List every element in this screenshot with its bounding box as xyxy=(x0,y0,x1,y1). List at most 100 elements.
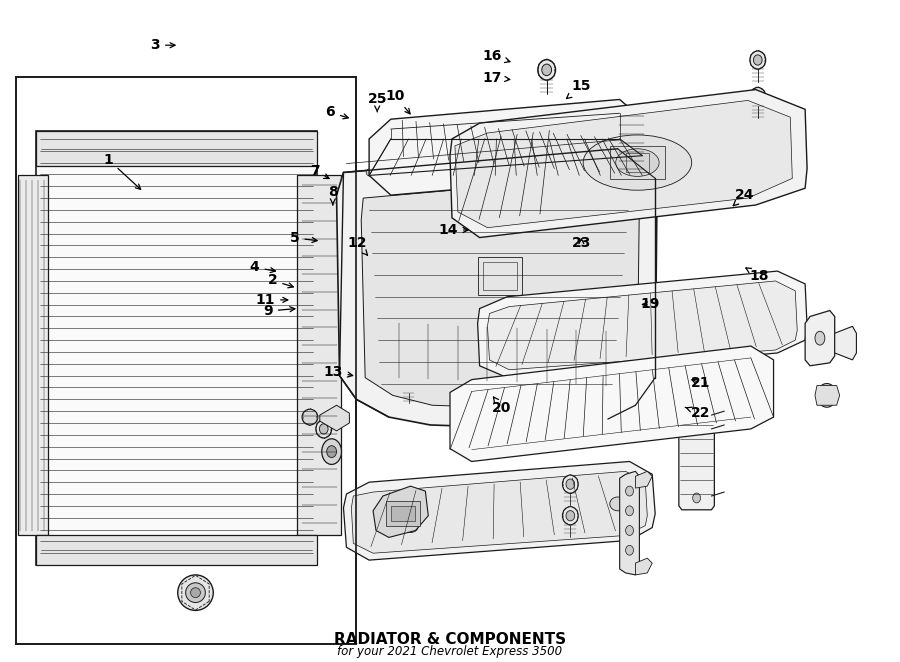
Text: 25: 25 xyxy=(367,93,387,112)
Bar xyxy=(391,506,416,520)
Text: 2: 2 xyxy=(267,273,293,288)
Ellipse shape xyxy=(405,381,412,390)
Ellipse shape xyxy=(320,424,328,434)
Polygon shape xyxy=(337,149,657,427)
Ellipse shape xyxy=(693,493,700,503)
Polygon shape xyxy=(635,558,652,575)
Ellipse shape xyxy=(753,91,762,102)
Text: 23: 23 xyxy=(572,236,591,250)
Bar xyxy=(617,111,645,178)
Text: 15: 15 xyxy=(566,79,591,99)
Ellipse shape xyxy=(626,526,634,536)
Ellipse shape xyxy=(626,156,636,166)
Ellipse shape xyxy=(562,506,578,525)
Bar xyxy=(36,131,317,565)
Ellipse shape xyxy=(366,169,376,176)
Ellipse shape xyxy=(693,422,700,432)
Ellipse shape xyxy=(554,150,563,158)
Text: 7: 7 xyxy=(310,164,329,179)
Text: 22: 22 xyxy=(685,406,710,420)
Ellipse shape xyxy=(626,506,634,516)
Text: 12: 12 xyxy=(347,236,367,256)
Polygon shape xyxy=(344,461,655,560)
Ellipse shape xyxy=(441,161,451,169)
Text: 9: 9 xyxy=(263,304,295,318)
Bar xyxy=(626,153,649,172)
Ellipse shape xyxy=(562,475,578,493)
Text: 21: 21 xyxy=(690,376,710,390)
Ellipse shape xyxy=(316,420,331,438)
Polygon shape xyxy=(620,471,639,575)
Ellipse shape xyxy=(401,377,416,393)
Ellipse shape xyxy=(355,329,365,343)
Ellipse shape xyxy=(542,64,552,75)
Polygon shape xyxy=(488,281,797,370)
Polygon shape xyxy=(450,89,807,238)
Text: 6: 6 xyxy=(325,105,348,119)
Ellipse shape xyxy=(626,545,634,555)
Text: 4: 4 xyxy=(250,260,275,274)
Text: 13: 13 xyxy=(323,365,353,379)
Ellipse shape xyxy=(322,439,341,465)
Ellipse shape xyxy=(403,165,413,173)
Text: 11: 11 xyxy=(256,293,288,307)
Polygon shape xyxy=(36,131,317,166)
Ellipse shape xyxy=(566,510,575,521)
Text: 8: 8 xyxy=(328,185,338,205)
Polygon shape xyxy=(806,310,834,366)
Ellipse shape xyxy=(616,149,659,176)
Ellipse shape xyxy=(822,389,832,401)
Ellipse shape xyxy=(626,486,634,496)
Ellipse shape xyxy=(538,60,555,80)
Text: 19: 19 xyxy=(640,297,660,312)
Text: 18: 18 xyxy=(746,268,769,283)
Polygon shape xyxy=(361,176,639,407)
Polygon shape xyxy=(369,99,643,195)
Bar xyxy=(351,368,374,383)
Text: RADIATOR & COMPONENTS: RADIATOR & COMPONENTS xyxy=(334,632,566,647)
Ellipse shape xyxy=(384,499,398,513)
Ellipse shape xyxy=(566,479,575,489)
Ellipse shape xyxy=(753,55,762,65)
Polygon shape xyxy=(834,326,857,360)
Polygon shape xyxy=(297,175,341,536)
Bar xyxy=(354,370,371,377)
Polygon shape xyxy=(815,385,840,405)
Ellipse shape xyxy=(817,383,837,407)
Bar xyxy=(478,258,522,295)
Bar xyxy=(351,346,374,362)
Text: 14: 14 xyxy=(438,223,468,237)
Ellipse shape xyxy=(583,135,692,190)
Polygon shape xyxy=(36,536,317,565)
Text: 20: 20 xyxy=(491,397,511,414)
Bar xyxy=(482,262,518,290)
Bar xyxy=(347,318,371,354)
Polygon shape xyxy=(679,415,715,510)
Bar xyxy=(610,146,665,179)
Polygon shape xyxy=(320,405,349,431)
Polygon shape xyxy=(351,471,647,553)
Bar xyxy=(386,501,420,526)
Bar xyxy=(354,348,371,356)
Ellipse shape xyxy=(815,331,824,345)
Ellipse shape xyxy=(750,87,766,105)
Ellipse shape xyxy=(377,492,405,520)
Text: 24: 24 xyxy=(734,189,754,206)
Text: 10: 10 xyxy=(385,89,410,114)
Polygon shape xyxy=(18,175,48,536)
Ellipse shape xyxy=(191,588,201,598)
Ellipse shape xyxy=(591,146,601,154)
Polygon shape xyxy=(635,471,652,488)
Polygon shape xyxy=(454,101,792,228)
Ellipse shape xyxy=(348,322,370,350)
Ellipse shape xyxy=(327,446,337,457)
Ellipse shape xyxy=(516,154,526,162)
Ellipse shape xyxy=(185,583,205,602)
Text: 1: 1 xyxy=(104,152,140,189)
Polygon shape xyxy=(374,486,428,538)
Polygon shape xyxy=(478,271,807,377)
Text: for your 2021 Chevrolet Express 3500: for your 2021 Chevrolet Express 3500 xyxy=(338,645,562,658)
Text: 17: 17 xyxy=(483,71,509,85)
Ellipse shape xyxy=(610,497,626,511)
Ellipse shape xyxy=(626,128,636,138)
